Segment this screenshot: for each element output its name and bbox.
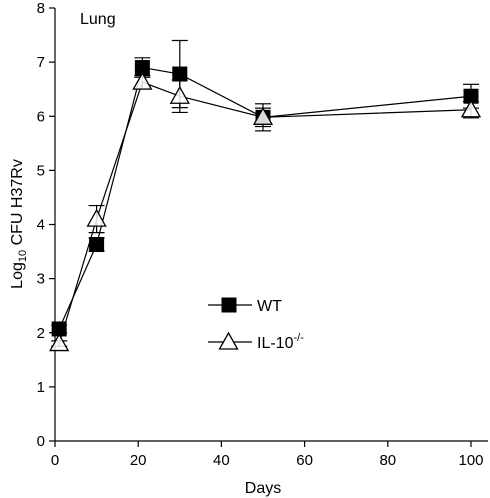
y-tick-label: 6: [37, 108, 45, 125]
legend-marker-wt: [221, 297, 237, 313]
legend-label-il10-base: IL-10: [257, 335, 294, 352]
x-axis-title: Days: [245, 480, 281, 497]
y-tick-label: 3: [37, 271, 45, 288]
y-tick-label: 1: [37, 379, 45, 396]
x-tick-label: 80: [379, 452, 396, 469]
x-tick-label: 0: [51, 452, 59, 469]
y-tick-label: 4: [37, 217, 45, 234]
series-wt: [51, 39, 479, 337]
data-point-triangle: [86, 208, 107, 227]
y-tick-label: 8: [37, 0, 45, 17]
legend: WT IL-10-/-: [208, 297, 304, 352]
series-layer: [49, 39, 482, 352]
legend-marker-il10: [218, 331, 239, 350]
legend-item-il10: IL-10-/-: [208, 331, 304, 352]
data-point-square: [172, 66, 188, 82]
legend-label-il10: IL-10-/-: [257, 332, 304, 352]
x-tick-label: 60: [296, 452, 313, 469]
y-tick-label: 0: [37, 433, 45, 450]
legend-item-wt: WT: [208, 297, 282, 315]
legend-label-wt: WT: [257, 298, 282, 315]
y-axis-title-subscript: 10: [17, 250, 29, 262]
y-tick-label: 7: [37, 54, 45, 71]
data-point-triangle: [169, 85, 190, 104]
data-point-triangle: [252, 107, 274, 125]
series-line: [58, 81, 472, 344]
legend-label-il10-sup: -/-: [293, 332, 304, 344]
series-line: [58, 66, 472, 330]
y-tick-label: 2: [37, 325, 45, 342]
x-tick-label: 20: [130, 452, 147, 469]
x-tick-label: 40: [213, 452, 230, 469]
panel-label: Lung: [80, 11, 116, 28]
y-axis-title-suffix: CFU H37Rv: [9, 159, 26, 250]
x-tick-label: 100: [458, 452, 483, 469]
y-axis-title: Log10 CFU H37Rv: [9, 159, 29, 289]
series-il10: [49, 71, 482, 352]
data-point-square: [89, 237, 105, 253]
axes: [54, 8, 488, 442]
y-tick-label: 5: [37, 162, 45, 179]
data-point-triangle: [49, 333, 70, 352]
y-axis-title-prefix: Log: [9, 262, 26, 289]
data-point-triangle: [132, 71, 153, 90]
data-point-triangle: [460, 99, 482, 118]
